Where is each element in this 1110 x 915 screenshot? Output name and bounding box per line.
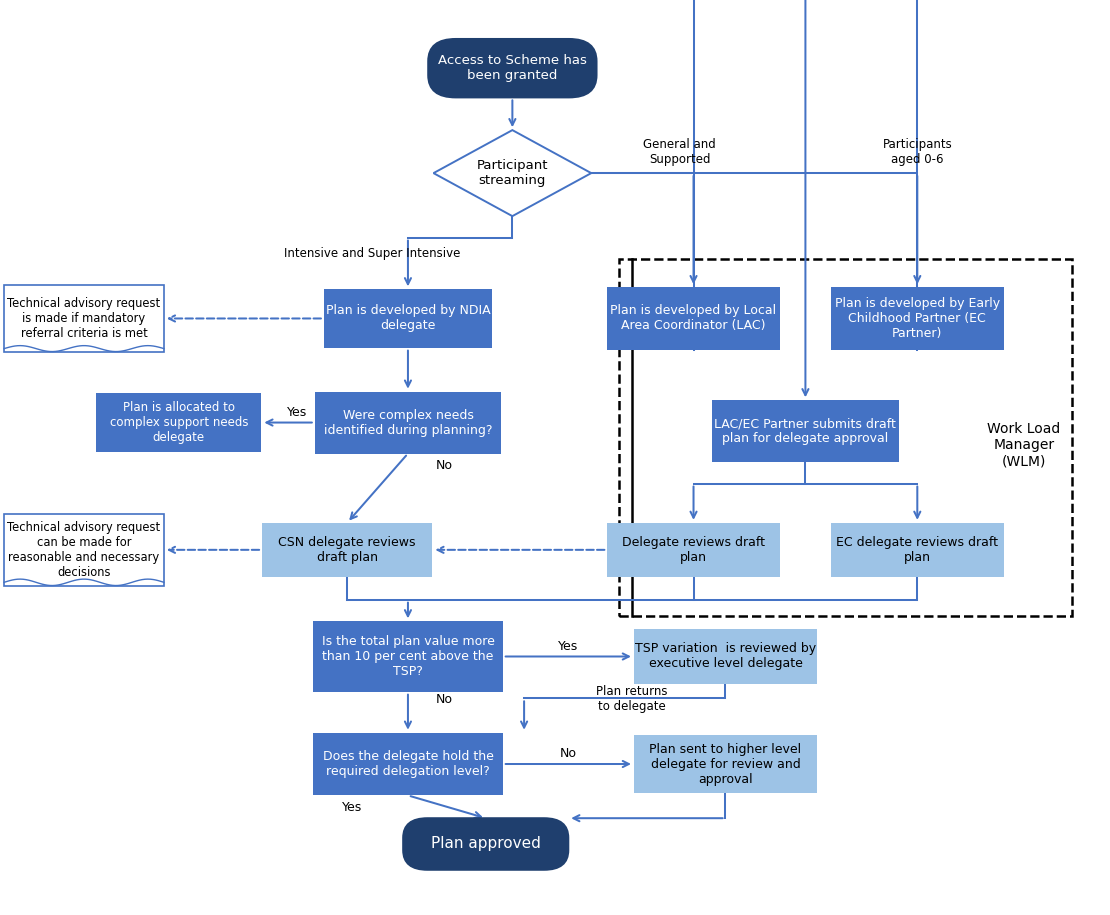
Text: Yes: Yes [557,640,578,652]
Text: LAC/EC Partner submits draft
plan for delegate approval: LAC/EC Partner submits draft plan for de… [715,417,897,446]
Bar [713,400,899,462]
Bar [607,287,780,350]
Text: Is the total plan value more
than 10 per cent above the
TSP?: Is the total plan value more than 10 per… [322,635,494,678]
Text: Access to Scheme has
been granted: Access to Scheme has been granted [438,54,587,82]
Text: Participant
streaming: Participant streaming [476,159,548,188]
Text: Participants
aged 0-6: Participants aged 0-6 [882,137,952,166]
Bar [97,393,262,452]
Text: Plan sent to higher level
delegate for review and
approval: Plan sent to higher level delegate for r… [649,742,801,785]
Bar [313,733,503,795]
Bar [324,289,492,348]
Text: Were complex needs
identified during planning?: Were complex needs identified during pla… [324,408,492,436]
Text: Plan returns
to delegate: Plan returns to delegate [596,685,667,714]
FancyBboxPatch shape [428,39,596,97]
Polygon shape [434,130,592,216]
Text: General and
Supported: General and Supported [644,137,716,166]
FancyBboxPatch shape [403,818,568,870]
Text: Plan is allocated to
complex support needs
delegate: Plan is allocated to complex support nee… [110,401,249,444]
Text: Intensive and Super Intensive: Intensive and Super Intensive [283,247,460,261]
Text: Yes: Yes [342,801,363,813]
Text: Work Load
Manager
(WLM): Work Load Manager (WLM) [987,422,1060,468]
Text: CSN delegate reviews
draft plan: CSN delegate reviews draft plan [279,536,416,564]
Bar [634,735,817,793]
Text: No: No [436,459,453,472]
Text: Technical advisory request
is made if mandatory
referral criteria is met: Technical advisory request is made if ma… [8,297,161,340]
Text: Plan approved: Plan approved [431,836,541,852]
Bar [315,392,502,454]
Bar [262,522,433,577]
Text: Delegate reviews draft
plan: Delegate reviews draft plan [622,536,765,564]
Bar [4,514,164,586]
Bar [4,285,164,351]
Text: Does the delegate hold the
required delegation level?: Does the delegate hold the required dele… [323,750,493,778]
Text: EC delegate reviews draft
plan: EC delegate reviews draft plan [836,536,998,564]
Text: No: No [436,693,453,706]
Text: Plan is developed by Early
Childhood Partner (EC
Partner): Plan is developed by Early Childhood Par… [835,297,1000,340]
Bar [831,522,1003,577]
Bar [831,287,1003,350]
Bar [313,621,503,692]
Text: No: No [559,748,576,760]
Bar [619,259,1072,616]
Text: Plan is developed by Local
Area Coordinator (LAC): Plan is developed by Local Area Coordina… [610,305,777,332]
Bar [607,522,780,577]
Text: Yes: Yes [287,405,307,419]
Text: Technical advisory request
can be made for
reasonable and necessary
decisions: Technical advisory request can be made f… [8,521,161,579]
Text: Plan is developed by NDIA
delegate: Plan is developed by NDIA delegate [325,305,491,332]
Bar [634,630,817,684]
Text: TSP variation  is reviewed by
executive level delegate: TSP variation is reviewed by executive l… [635,642,816,671]
